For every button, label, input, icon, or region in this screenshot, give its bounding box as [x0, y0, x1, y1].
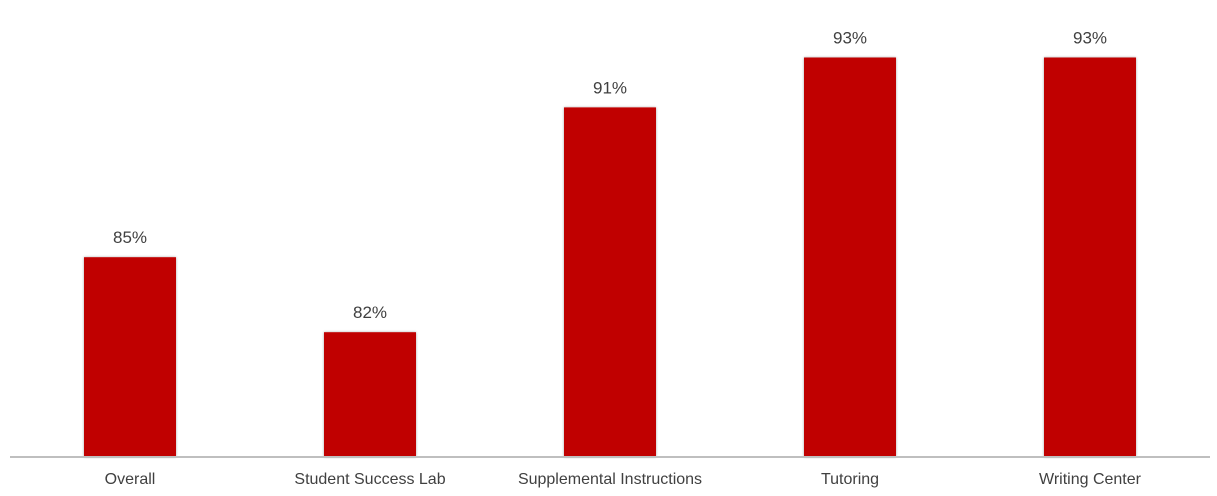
bar-supplemental-instructions	[564, 107, 656, 458]
bar-overall	[84, 257, 176, 457]
data-label: 85%	[113, 228, 147, 247]
data-label: 91%	[593, 78, 627, 97]
data-labels-group: 85% 82% 91% 93% 93%	[113, 29, 1107, 323]
x-tick-label: Tutoring	[821, 471, 879, 488]
bar-writing-center	[1044, 57, 1136, 457]
x-tick-label: Writing Center	[1039, 471, 1142, 488]
x-tick-label: Overall	[105, 471, 156, 488]
x-tick-label: Supplemental Instructions	[518, 471, 702, 488]
data-label: 93%	[1073, 29, 1107, 48]
x-tick-label: Student Success Lab	[294, 471, 445, 488]
data-label: 93%	[833, 29, 867, 48]
data-label: 82%	[353, 303, 387, 322]
bars-group	[84, 57, 1136, 458]
bar-student-success-lab	[324, 332, 416, 457]
bar-tutoring	[804, 57, 896, 457]
x-tick-labels-group: Overall Student Success Lab Supplemental I…	[105, 471, 1142, 488]
